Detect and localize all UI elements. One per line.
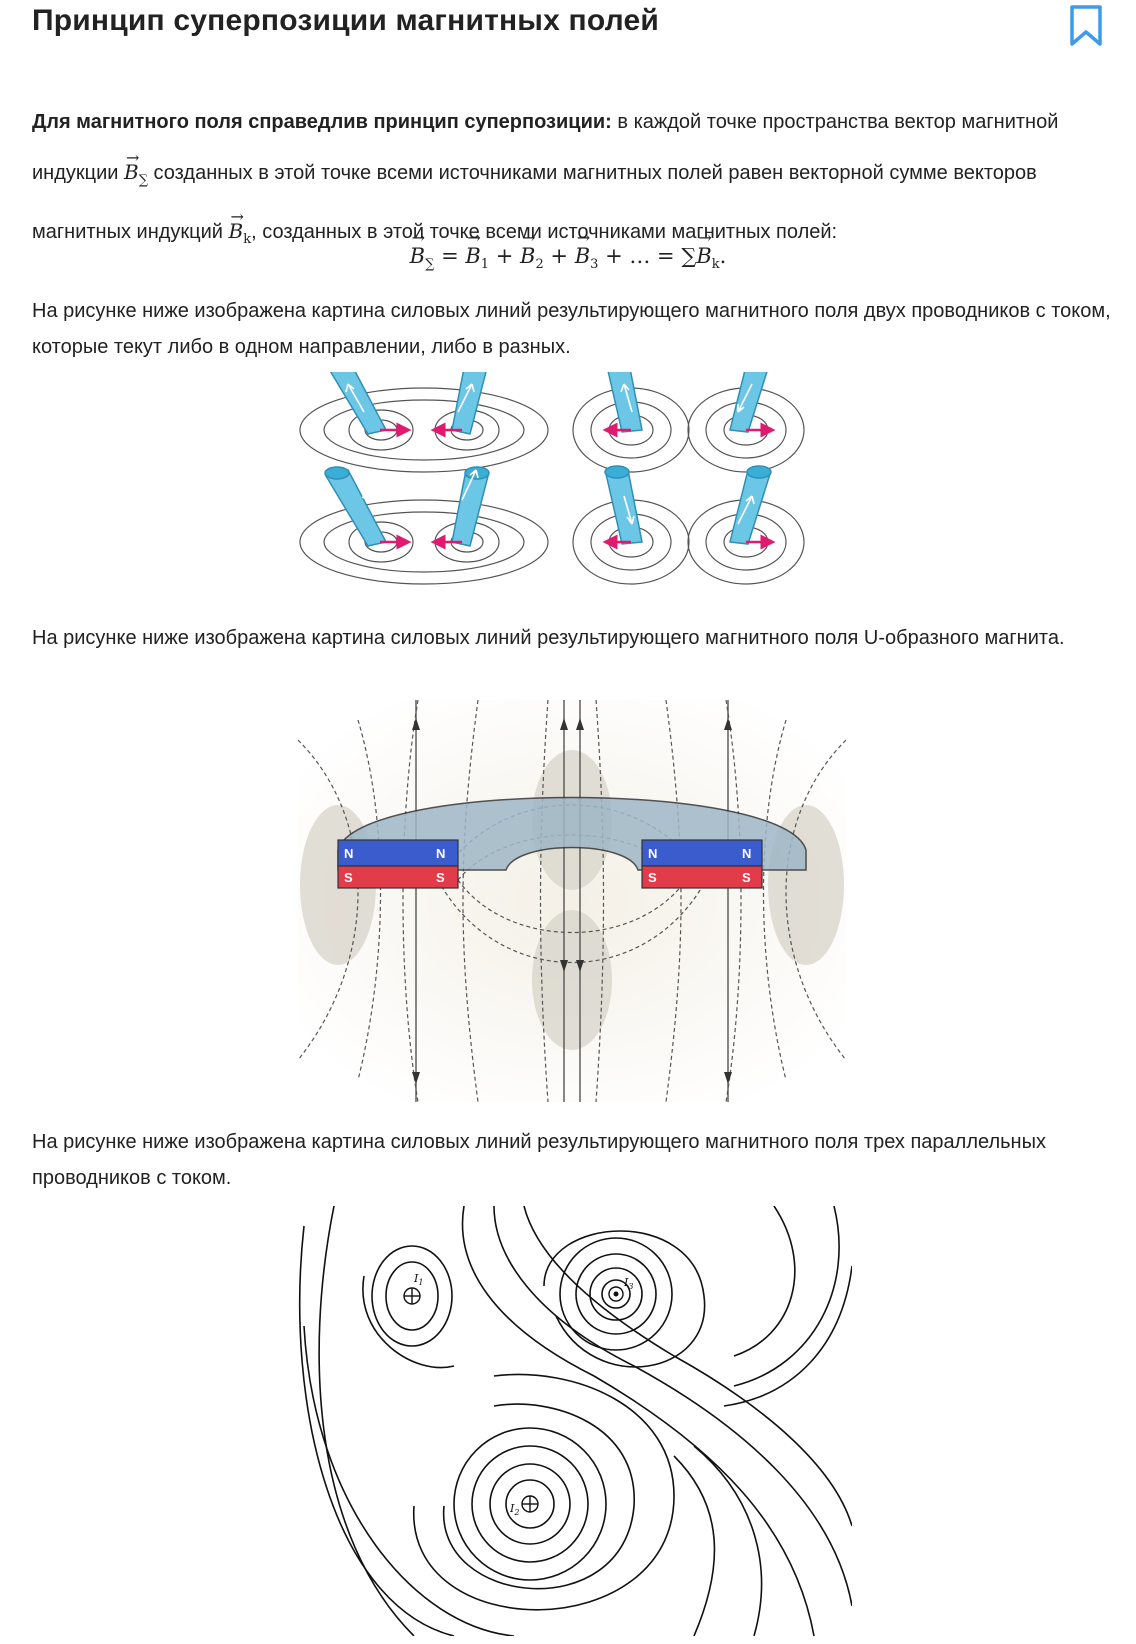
paragraph-text: , созданных в этой точке всеми источника… — [251, 221, 838, 243]
three-wires-paragraph: На рисунке ниже изображена картина силов… — [32, 1131, 1046, 1189]
pole-label-s: S — [344, 870, 353, 885]
pole-label-n: N — [436, 846, 445, 861]
two-wires-paragraph: На рисунке ниже изображена картина силов… — [32, 300, 1111, 358]
wire — [605, 469, 643, 545]
paragraph-text: в каждой точке пространства вектор магни… — [32, 111, 1059, 184]
wire-label-i2: I2 — [509, 1502, 519, 1517]
superposition-formula: B∑ = B1 + B2 + B3 + … = ∑Bk. — [0, 228, 1136, 272]
u-magnet-field-figure: N N S S N N S S — [298, 700, 846, 1102]
pole-label-s: S — [436, 870, 445, 885]
pole-label-n: N — [742, 846, 751, 861]
wire-label-i1: I1 — [413, 1272, 423, 1287]
pole-label-n: N — [648, 846, 657, 861]
b-sum-vector: B∑ — [124, 136, 148, 203]
principle-statement: Для магнитного поля справедлив принцип с… — [32, 111, 612, 133]
wire — [451, 372, 487, 435]
wire — [324, 469, 388, 547]
wire-label-i3: I3 — [623, 1276, 633, 1291]
three-wires-field-figure: I1 I3 I2 — [298, 1206, 852, 1636]
wire — [729, 372, 768, 433]
paragraph-text: созданных в этой точке всеми источниками… — [32, 162, 1037, 243]
u-magnet-paragraph: На рисунке ниже изображена картина силов… — [32, 627, 1065, 649]
pole-label-s: S — [742, 870, 751, 885]
pole-label-s: S — [648, 870, 657, 885]
superposition-paragraph: Для магнитного поля справедлив принцип с… — [32, 100, 1117, 262]
page-title: Принцип суперпозиции магнитных полей — [32, 4, 660, 37]
pole-label-n: N — [344, 846, 353, 861]
two-wires-field-figure — [299, 372, 805, 585]
wire — [607, 372, 643, 433]
bookmark-icon[interactable] — [1068, 4, 1104, 48]
b-k-vector: Bk — [229, 195, 252, 262]
